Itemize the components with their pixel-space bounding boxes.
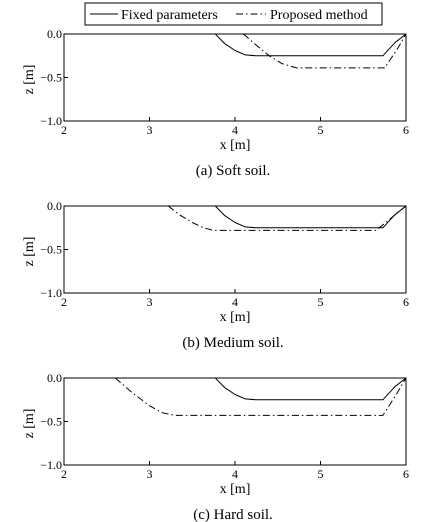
panel-caption: (a) Soft soil. — [196, 163, 271, 179]
x-tick-label: 4 — [232, 295, 238, 309]
x-tick-label: 6 — [403, 467, 409, 481]
x-tick-label: 4 — [232, 467, 238, 481]
series-line-proposed — [114, 377, 407, 416]
y-tick-label: 0.0 — [47, 371, 62, 385]
y-axis-label: z [m] — [22, 409, 37, 439]
x-tick-label: 5 — [318, 295, 324, 309]
y-axis-label: z [m] — [22, 237, 37, 267]
chart-panel-1: 2 3 4 5 6 0.0 −0.5 −1.0 x [m] z [m] (a) Soft soil. — [22, 27, 409, 179]
x-axis-label: x [m] — [220, 138, 251, 153]
series-line-fixed — [214, 205, 407, 229]
y-tick-label: 0.0 — [47, 27, 62, 41]
x-tick-label: 2 — [61, 467, 67, 481]
x-tick-label: 6 — [403, 123, 409, 137]
legend-box — [84, 2, 383, 26]
y-tick-label: −1.0 — [40, 458, 62, 472]
x-tick-label: 5 — [318, 467, 324, 481]
x-axis-label: x [m] — [220, 482, 251, 497]
y-tick-label: −1.0 — [40, 114, 62, 128]
x-tick-label: 3 — [147, 123, 153, 137]
y-tick-label: 0.0 — [47, 199, 62, 213]
x-axis-label: x [m] — [220, 310, 251, 325]
y-axis-label: z [m] — [22, 65, 37, 95]
y-tick-label: −0.5 — [40, 71, 62, 85]
legend-label-fixed: Fixed parameters — [121, 8, 218, 23]
series-line-proposed — [167, 205, 407, 231]
x-tick-label: 6 — [403, 295, 409, 309]
series-line-proposed — [243, 33, 407, 69]
y-tick-label: −0.5 — [40, 415, 62, 429]
x-tick-label: 3 — [147, 467, 153, 481]
x-tick-label: 5 — [318, 123, 324, 137]
legend-label-proposed: Proposed method — [270, 8, 368, 23]
plot-frame — [63, 205, 407, 294]
plot-frame — [63, 377, 407, 466]
series-line-fixed — [214, 377, 407, 401]
chart-panel-3: 2 3 4 5 6 0.0 −0.5 −1.0 x [m] z [m] (c) Hard soil. — [22, 371, 409, 522]
x-tick-label: 3 — [147, 295, 153, 309]
x-tick-label: 4 — [232, 123, 238, 137]
panel-caption: (c) Hard soil. — [193, 507, 273, 522]
y-tick-label: −1.0 — [40, 286, 62, 300]
panel-caption: (b) Medium soil. — [182, 335, 283, 351]
chart-panel-2: 2 3 4 5 6 0.0 −0.5 −1.0 x [m] z [m] (b) Medium soi… — [22, 199, 409, 351]
x-tick-label: 2 — [61, 123, 67, 137]
series-line-fixed — [214, 33, 407, 57]
legend: Fixed parameters Proposed method — [84, 2, 383, 26]
x-tick-label: 2 — [61, 295, 67, 309]
plot-frame — [63, 33, 407, 122]
panels: 2 3 4 5 6 0.0 −0.5 −1.0 x [m] z [m] (a) Soft soil.… — [22, 27, 409, 522]
y-tick-label: −0.5 — [40, 243, 62, 257]
